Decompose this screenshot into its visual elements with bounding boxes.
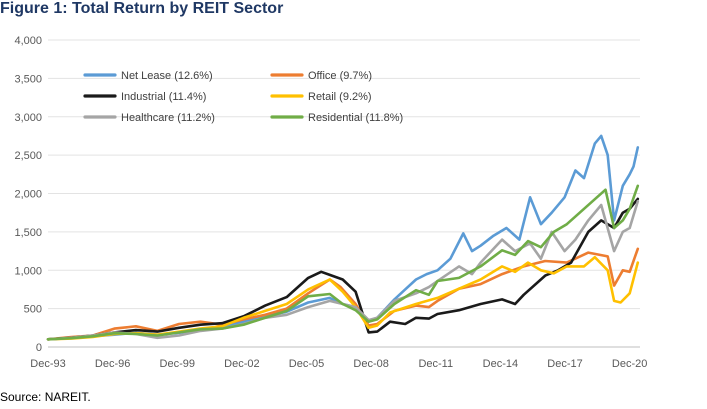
x-tick-label: Dec-11 — [418, 358, 453, 370]
y-tick-label: 3,000 — [14, 112, 42, 124]
series-line-office — [46, 247, 640, 341]
x-tick-label: Dec-08 — [353, 358, 388, 370]
legend-label: Office (9.7%) — [308, 70, 372, 82]
y-tick-label: 3,500 — [14, 73, 42, 85]
y-tick-label: 0 — [36, 342, 42, 354]
y-tick-label: 500 — [24, 304, 42, 316]
y-tick-label: 2,000 — [14, 189, 42, 201]
series-line-residential — [46, 184, 640, 341]
y-tick-label: 1,500 — [14, 227, 42, 239]
x-tick-label: Dec-05 — [289, 358, 324, 370]
y-tick-label: 2,500 — [14, 150, 42, 162]
x-tick-label: Dec-96 — [95, 358, 130, 370]
legend: Net Lease (12.6%) Office (9.7%) Industrial… — [83, 70, 403, 124]
x-tick-label: Dec-02 — [224, 358, 259, 370]
legend-label: Healthcare (11.2%) — [121, 112, 215, 124]
legend-label: Residential (11.8%) — [308, 112, 403, 124]
legend-label: Retail (9.2%) — [308, 91, 372, 103]
x-tick-label: Dec-14 — [483, 358, 518, 370]
x-tick-label: Dec-93 — [30, 358, 65, 370]
legend-label: Industrial (11.4%) — [121, 91, 206, 103]
series-lines — [46, 134, 640, 341]
series-line-industrial — [46, 197, 640, 341]
x-tick-label: Dec-99 — [160, 358, 195, 370]
source-note: Source: NAREIT. — [0, 390, 91, 404]
x-tick-label: Dec-20 — [612, 358, 647, 370]
axes: 0 500 1,000 1,500 2,000 2,500 3,000 3,500 4,000 D… — [14, 35, 647, 370]
gridlines — [48, 39, 640, 348]
y-tick-label: 4,000 — [14, 35, 42, 47]
x-tick-label: Dec-17 — [547, 358, 582, 370]
legend-label: Net Lease (12.6%) — [121, 70, 213, 82]
y-tick-label: 1,000 — [14, 265, 42, 277]
chart-title: Figure 1: Total Return by REIT Sector — [0, 0, 284, 17]
